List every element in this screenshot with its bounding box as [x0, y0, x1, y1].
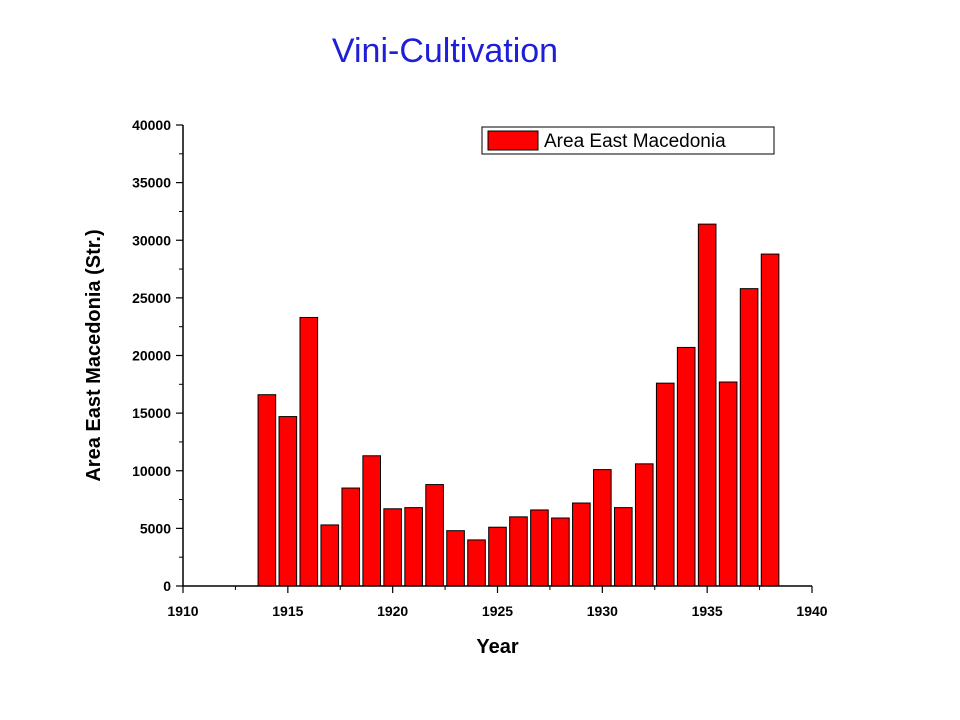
bar-1936: [718, 381, 738, 587]
x-tick-label: 1920: [377, 603, 408, 619]
y-tick-label: 35000: [132, 175, 171, 191]
x-tick-label: 1915: [272, 603, 303, 619]
bar-1914: [257, 394, 277, 587]
y-tick-label: 20000: [132, 348, 171, 364]
legend-label: Area East Macedonia: [544, 131, 726, 152]
y-tick-label: 40000: [132, 117, 171, 133]
bar-1915: [278, 416, 298, 587]
bar-1935: [697, 223, 717, 587]
y-tick-label: 30000: [132, 232, 171, 248]
bar-1925: [488, 526, 507, 587]
bar-1928: [551, 517, 570, 587]
legend: Area East Macedonia: [481, 126, 775, 155]
x-tick-label: 1925: [482, 603, 513, 619]
x-tick-label: 1930: [587, 603, 618, 619]
bar-1917: [320, 524, 340, 587]
x-axis-title: Year: [476, 636, 518, 658]
y-tick-label: 5000: [140, 520, 171, 536]
y-tick-label: 25000: [132, 290, 171, 306]
bar-1923: [446, 530, 465, 587]
bar-1921: [404, 507, 423, 587]
x-tick-label: 1910: [167, 603, 198, 619]
bar-1934: [676, 346, 696, 587]
bar-1933: [655, 382, 675, 587]
bars-layer: [257, 223, 780, 587]
bar-1926: [509, 516, 528, 587]
bar-1918: [341, 487, 361, 587]
bar-1929: [572, 502, 591, 587]
y-tick-label: 15000: [132, 405, 171, 421]
bar-1937: [739, 288, 759, 587]
bar-1916: [299, 316, 319, 587]
chart-title: Vini-Cultivation: [331, 32, 559, 70]
bar-1922: [425, 484, 444, 587]
x-tick-label: 1935: [692, 603, 723, 619]
legend-swatch: [487, 130, 539, 151]
y-axis-title: Area East Macedonia (Str.): [83, 229, 105, 481]
x-tick-label: 1940: [796, 603, 827, 619]
bar-1920: [383, 508, 402, 587]
y-tick-label: 10000: [132, 463, 171, 479]
bar-1930: [593, 469, 612, 587]
bar-1924: [467, 539, 486, 587]
axes-layer: [176, 124, 813, 593]
bar-1927: [530, 509, 549, 587]
bar-1919: [362, 455, 382, 587]
bar-1932: [634, 463, 654, 587]
bar-1938: [760, 253, 780, 587]
y-tick-label: 0: [163, 578, 171, 594]
labels-layer: 0 5000 10000 15000 20000 25000 30000 35000 40000…: [83, 117, 828, 658]
bar-1931: [613, 507, 633, 587]
